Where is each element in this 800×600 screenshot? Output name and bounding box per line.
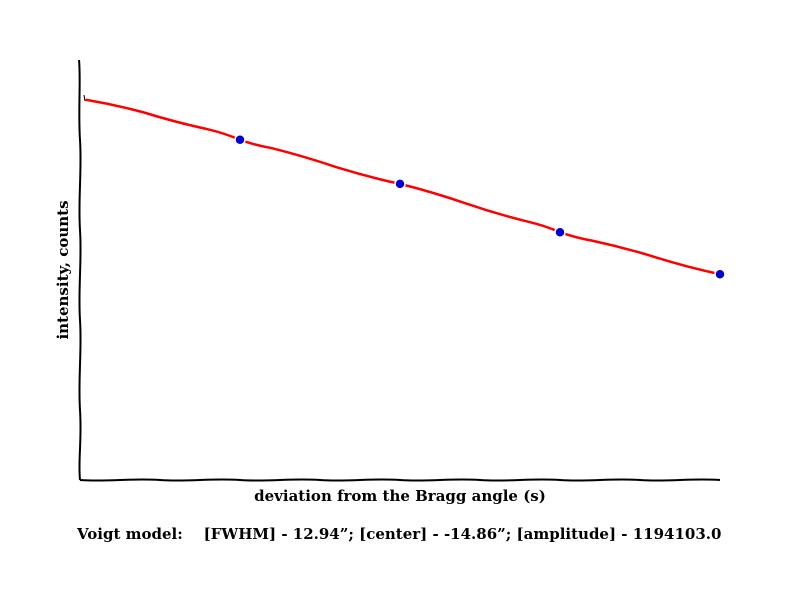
x-axis-label: deviation from the Bragg angle (s) xyxy=(254,487,546,505)
x-axis-line xyxy=(79,478,721,482)
axes xyxy=(78,59,721,482)
y-axis-line xyxy=(78,59,82,481)
data-point xyxy=(234,134,246,146)
fit-caption: Voigt model: [FWHM] - 12.94”; [center] -… xyxy=(76,525,721,543)
tick-mark xyxy=(83,94,86,102)
plot-area xyxy=(85,98,726,280)
y-axis-label: intensity, counts xyxy=(54,200,72,339)
data-point xyxy=(394,178,406,190)
data-point xyxy=(714,268,726,280)
data-point xyxy=(554,226,566,238)
